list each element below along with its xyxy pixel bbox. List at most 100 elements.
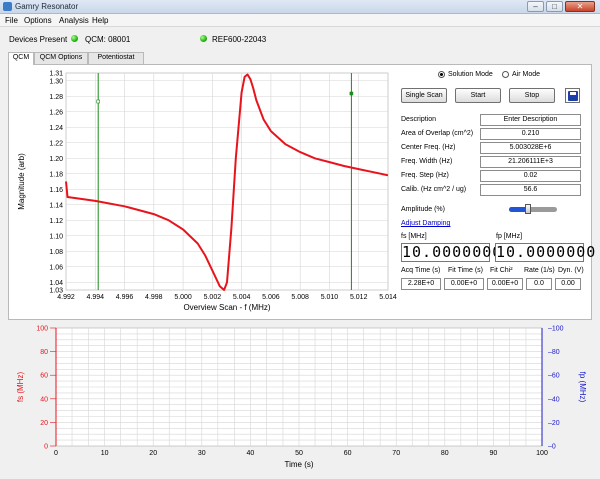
fit-chi-value: 0.00E+0 xyxy=(487,278,523,290)
calib-label: Calib. (Hz cm^2 / ug) xyxy=(401,186,467,193)
ref-status-led xyxy=(200,35,207,42)
center-freq-field[interactable]: 5.003028E+6 xyxy=(480,142,581,154)
tab-qcm[interactable]: QCM xyxy=(8,52,34,65)
tab-potentiostat[interactable]: Potentiostat xyxy=(88,52,144,64)
time-x-tick-label: 90 xyxy=(490,450,498,457)
area-field[interactable]: 0.210 xyxy=(480,128,581,140)
time-left-y-tick-label: 40 xyxy=(40,396,48,403)
time-x-tick-label: 30 xyxy=(198,450,206,457)
air-mode-label: Air Mode xyxy=(512,71,541,78)
devices-present-label: Devices Present xyxy=(9,35,68,44)
overview-marker-handle xyxy=(349,91,354,96)
area-label: Area of Overlap (cm^2) xyxy=(401,130,474,137)
calib-field[interactable]: 56.6 xyxy=(480,184,581,196)
overview-x-tick-label: 5.008 xyxy=(291,294,309,301)
close-button[interactable]: ✕ xyxy=(565,1,595,12)
rate-value: 0.0 xyxy=(526,278,552,290)
overview-y-tick-label: 1.18 xyxy=(49,171,63,178)
solution-mode-label: Solution Mode xyxy=(448,71,493,78)
overview-scan-chart[interactable]: 1.311.30 1.28 1.26 1.24 1.22 1.20 1.18 1.16 1.14… xyxy=(8,64,398,320)
time-left-y-axis-label: fs (MHz) xyxy=(16,372,25,403)
fit-time-label: Fit Time (s) xyxy=(448,267,483,274)
overview-y-tick-label: 1.20 xyxy=(49,156,63,163)
overview-y-tick-label: 1.28 xyxy=(49,94,63,101)
overview-y-axis-label: Magnitude (arb) xyxy=(17,153,26,210)
overview-y-tick-label: 1.24 xyxy=(49,125,63,132)
tab-qcm-options[interactable]: QCM Options xyxy=(34,52,88,64)
app-icon xyxy=(3,2,12,11)
time-x-tick-label: 20 xyxy=(149,450,157,457)
single-scan-button[interactable]: Single Scan xyxy=(401,88,447,103)
overview-y-tick-label: 1.22 xyxy=(49,140,63,147)
overview-y-tick-label: 1.30 xyxy=(49,78,63,85)
time-x-tick-label: 60 xyxy=(344,450,352,457)
time-right-y-tick-label: –80 xyxy=(548,349,560,356)
menu-options[interactable]: Options xyxy=(24,16,52,25)
time-left-y-tick-label: 100 xyxy=(36,326,48,333)
overview-y-tick-label: 1.03 xyxy=(49,288,63,295)
freq-step-label: Freq. Step (Hz) xyxy=(401,172,449,179)
overview-x-tick-label: 5.004 xyxy=(233,294,251,301)
title-bar: Gamry Resonator – □ ✕ xyxy=(0,0,600,14)
menu-bar: File Options Analysis Help xyxy=(0,14,600,27)
freq-width-label: Freq. Width (Hz) xyxy=(401,158,453,165)
time-x-tick-label: 70 xyxy=(392,450,400,457)
center-freq-label: Center Freq. (Hz) xyxy=(401,144,456,151)
fp-label: fp [MHz] xyxy=(496,233,523,240)
maximize-button[interactable]: □ xyxy=(546,1,563,12)
time-x-tick-label: 10 xyxy=(101,450,109,457)
overview-x-tick-label: 5.014 xyxy=(379,294,397,301)
fit-chi-label: Fit Chi² xyxy=(490,267,513,274)
overview-x-axis-label: Overview Scan - f (MHz) xyxy=(183,303,270,312)
qcm-device-name: QCM: 08001 xyxy=(85,35,131,44)
overview-y-tick-label: 1.31 xyxy=(49,71,63,78)
overview-x-tick-label: 5.000 xyxy=(174,294,192,301)
time-left-y-tick-label: 60 xyxy=(40,373,48,380)
overview-x-tick-label: 5.012 xyxy=(350,294,368,301)
description-field[interactable]: Enter Description xyxy=(480,114,581,126)
dyn-label: Dyn. (V) xyxy=(558,267,584,274)
amplitude-slider-track[interactable] xyxy=(509,207,557,212)
time-x-tick-label: 100 xyxy=(536,450,548,457)
save-button[interactable] xyxy=(565,88,580,103)
amplitude-slider-thumb[interactable] xyxy=(525,204,532,214)
minimize-button[interactable]: – xyxy=(527,1,544,12)
adjust-damping-link[interactable]: Adjust Damping xyxy=(401,220,451,227)
freq-width-field[interactable]: 21.206111E+3 xyxy=(480,156,581,168)
overview-y-tick-label: 1.08 xyxy=(49,249,63,256)
window-title: Gamry Resonator xyxy=(15,2,79,11)
description-label: Description xyxy=(401,116,437,123)
time-left-y-tick-label: 0 xyxy=(44,444,48,451)
time-chart[interactable]: 0 10 20 30 40 50 60 70 80 90 100 0 –0 20 –20 40 –40 60 –60… xyxy=(0,322,600,479)
air-mode-radio[interactable] xyxy=(502,71,509,78)
floppy-disk-icon xyxy=(568,91,578,101)
fs-label: fs [MHz] xyxy=(401,233,427,240)
stop-button[interactable]: Stop xyxy=(509,88,555,103)
menu-help[interactable]: Help xyxy=(92,16,109,25)
overview-y-tick-label: 1.10 xyxy=(49,233,63,240)
time-x-tick-label: 0 xyxy=(54,450,58,457)
overview-x-tick-label: 5.002 xyxy=(204,294,222,301)
overview-y-tick-label: 1.14 xyxy=(49,202,63,209)
overview-y-tick-label: 1.04 xyxy=(49,280,63,287)
rate-label: Rate (1/s) xyxy=(524,267,555,274)
freq-step-field[interactable]: 0.02 xyxy=(480,170,581,182)
start-button[interactable]: Start xyxy=(455,88,501,103)
solution-mode-radio[interactable] xyxy=(438,71,445,78)
time-right-y-tick-label: –40 xyxy=(548,396,560,403)
overview-marker-handle xyxy=(96,99,100,104)
time-x-axis-label: Time (s) xyxy=(284,460,313,469)
fs-display: 10.0000000 xyxy=(401,243,503,262)
overview-y-tick-label: 1.16 xyxy=(49,187,63,194)
acq-time-label: Acq Time (s) xyxy=(401,267,441,274)
overview-y-tick-label: 1.26 xyxy=(49,109,63,116)
dyn-value: 0.00 xyxy=(555,278,581,290)
devices-bar: Devices Present QCM: 08001 REF600-22043 xyxy=(0,27,600,51)
overview-x-tick-label: 4.994 xyxy=(87,294,105,301)
overview-x-tick-label: 4.996 xyxy=(116,294,134,301)
overview-x-tick-label: 5.006 xyxy=(262,294,280,301)
menu-analysis[interactable]: Analysis xyxy=(59,16,89,25)
time-right-y-tick-label: –100 xyxy=(548,326,564,333)
time-right-y-tick-label: –60 xyxy=(548,373,560,380)
menu-file[interactable]: File xyxy=(5,16,18,25)
